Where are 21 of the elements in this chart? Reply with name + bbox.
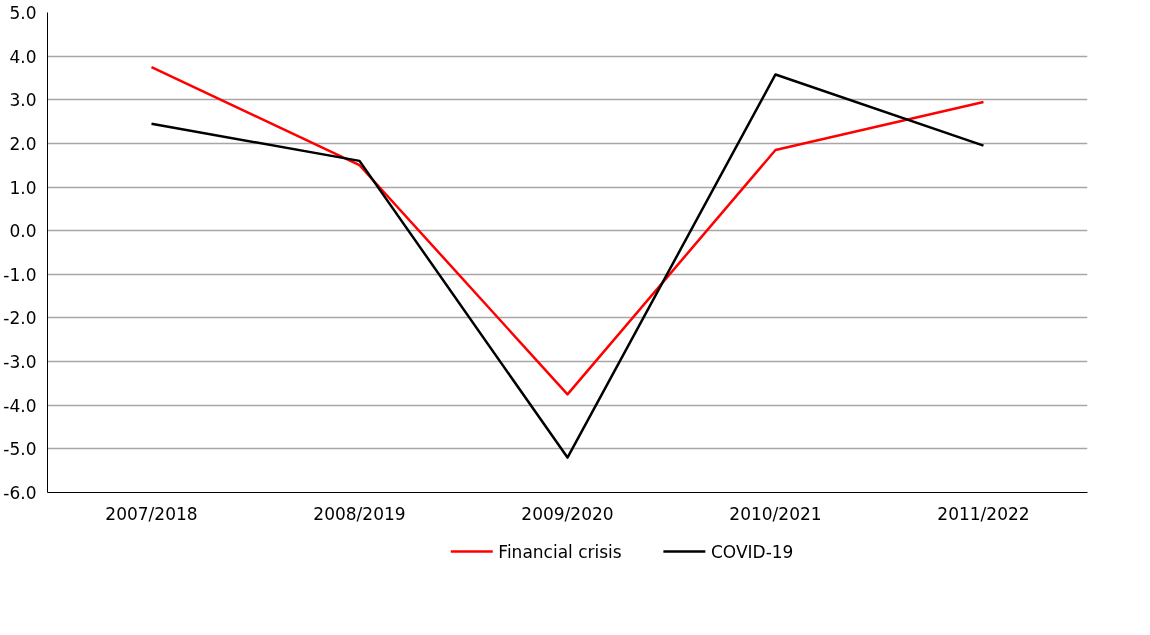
y-tick-label: 0.0 (9, 221, 37, 242)
y-tick-label: 2.0 (9, 133, 37, 154)
y-tick-label: 5.0 (9, 3, 37, 23)
y-tick-label: -3.0 (3, 352, 37, 373)
y-tick-label: -4.0 (3, 395, 37, 416)
y-tick-label: -2.0 (3, 308, 37, 329)
y-tick-label: -5.0 (3, 439, 37, 460)
x-tick-label: 2011/2022 (937, 503, 1030, 524)
line-series (150, 73, 985, 459)
y-tick-label: 1.0 (9, 177, 37, 198)
y-tick-label: 3.0 (9, 90, 37, 111)
legend-label: Financial crisis (498, 541, 622, 562)
line-series (150, 65, 985, 396)
x-tick-label: 2010/2021 (729, 503, 822, 524)
y-tick-label: 4.0 (9, 46, 37, 67)
x-tick-label: 2007/2018 (105, 503, 198, 524)
legend-label: COVID-19 (710, 541, 794, 562)
y-tick-label: -1.0 (3, 264, 37, 285)
y-tick-label: -6.0 (3, 483, 37, 503)
x-tick-label: 2009/2020 (521, 503, 614, 524)
x-tick-label: 2008/2019 (313, 503, 406, 524)
